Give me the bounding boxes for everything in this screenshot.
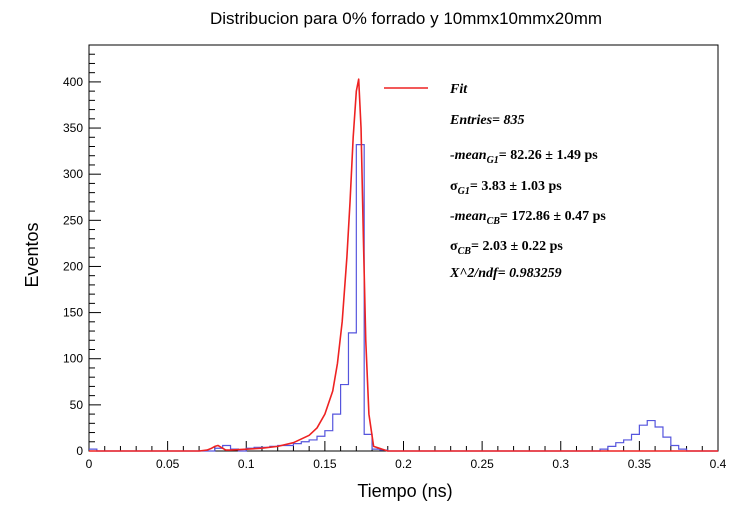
legend-mean-g1-value: = 82.26 ± 1.49 ps [499,148,598,163]
y-axis: 0 50 100 150 200 250 300 350 400 [63,44,101,458]
histogram-bin [624,440,632,451]
histogram-bin [293,444,301,451]
histogram-bin [301,442,309,451]
y-tick-label: 0 [76,444,83,458]
y-tick-label: 400 [63,75,83,89]
legend-sigma-g1-sub: G1 [458,186,470,197]
x-tick-label: 0.3 [552,457,569,471]
x-tick-label: 0.2 [395,457,412,471]
x-axis: 0 0.05 0.1 0.15 0.2 0.25 0.3 0.35 0.4 [86,441,727,471]
legend-sigma-cb-sub: CB [458,246,472,257]
histogram-bin [309,440,317,451]
chart-title: Distribucion para 0% forrado y 10mmx10mm… [210,9,602,28]
histogram-bin [632,434,640,451]
legend-sigma-cb-value: = 2.03 ± 0.22 ps [471,239,563,254]
y-tick-label: 350 [63,121,83,135]
x-tick-label: 0.35 [628,457,652,471]
stats-legend: Fit Entries= 835 -meanG1= 82.26 ± 1.49 p… [384,82,606,281]
plot-frame [88,44,719,452]
histogram-bin [616,443,624,451]
x-axis-label: Tiempo (ns) [357,481,452,501]
legend-mean-cb-value: = 172.86 ± 0.47 ps [500,209,606,224]
histogram-bin [647,421,655,451]
histogram-bin [372,449,380,451]
x-tick-label: 0.15 [313,457,337,471]
x-tick-label: 0.05 [156,457,180,471]
y-tick-label: 200 [63,259,83,273]
legend-sigma-cb-label: σ [450,239,458,254]
histogram-bin [348,333,356,451]
y-tick-label: 100 [63,352,83,366]
histogram-bin [333,414,341,451]
legend-sigma-g1-value: = 3.83 ± 1.03 ps [470,179,562,194]
histogram-outline [89,144,718,452]
legend-fit-label: Fit [449,82,468,97]
legend-sigma-g1-label: σ [450,179,458,194]
plot-area [88,44,719,452]
histogram-bin [671,445,679,451]
y-tick-label: 150 [63,306,83,320]
y-tick-label: 250 [63,213,83,227]
histogram-bin [663,437,671,451]
legend-mean-g1-sub: G1 [487,155,499,166]
legend-chi2: X^2/ndf= 0.983259 [449,266,562,281]
y-tick-label: 50 [70,398,84,412]
y-tick-label: 300 [63,167,83,181]
legend-entries: Entries= 835 [449,113,525,128]
legend-mean-cb-label: -mean [450,209,487,224]
histogram-bin [325,431,333,451]
histogram-bin [215,448,223,451]
histogram-series [89,144,718,452]
histogram-bin [286,445,294,451]
histogram-bin [317,436,325,451]
fit-series [89,78,718,452]
legend-mean-cb: -meanCB= 172.86 ± 0.47 ps [450,209,606,227]
x-tick-label: 0.4 [710,457,727,471]
legend-sigma-cb: σCB= 2.03 ± 0.22 ps [450,239,563,257]
x-tick-label: 0 [86,457,93,471]
legend-mean-g1: -meanG1= 82.26 ± 1.49 ps [450,148,598,166]
legend-mean-cb-sub: CB [487,216,501,227]
histogram-bin [341,385,349,451]
fit-curve [89,78,718,452]
histogram-bin [655,427,663,451]
legend-mean-g1-label: -mean [450,148,487,163]
histogram-bin [364,434,372,451]
x-tick-label: 0.1 [238,457,255,471]
x-tick-label: 0.25 [470,457,494,471]
legend-sigma-g1: σG1= 3.83 ± 1.03 ps [450,179,562,197]
y-axis-label: Eventos [22,222,42,287]
histogram-bin [639,425,647,451]
